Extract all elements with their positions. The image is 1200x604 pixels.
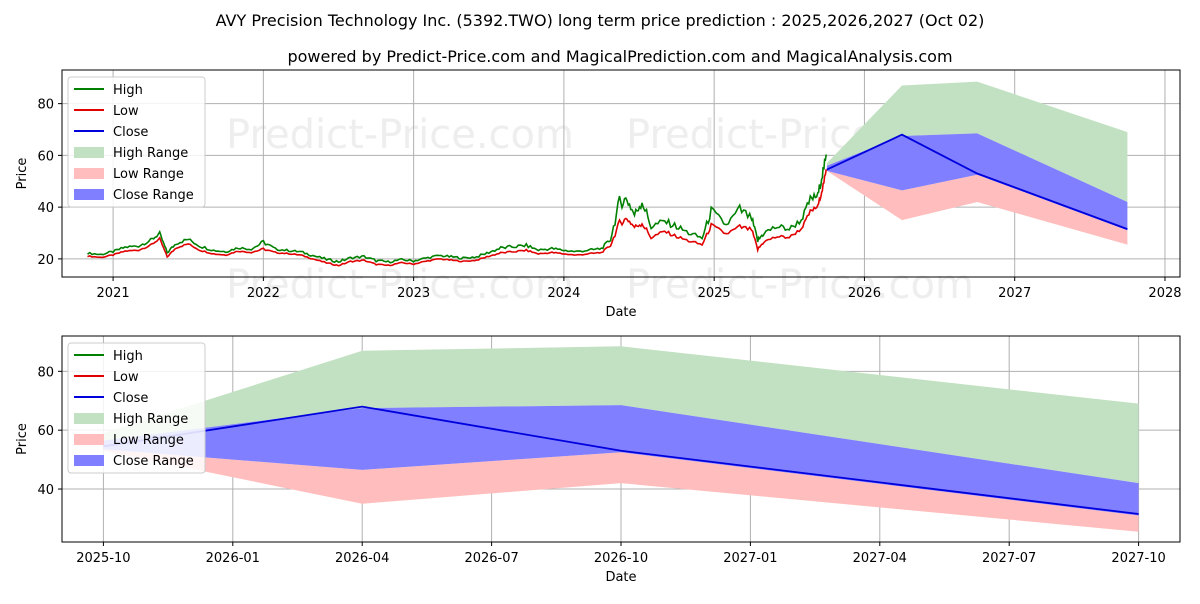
watermark-text: Predict-Price.com xyxy=(626,262,974,308)
legend-label: Low Range xyxy=(113,167,184,182)
y-tick-label: 60 xyxy=(37,149,54,164)
y-tick-label: 80 xyxy=(37,365,54,380)
x-tick-label: 2022 xyxy=(247,286,280,301)
legend-swatch-patch xyxy=(74,147,104,158)
low-range-band xyxy=(103,449,1139,532)
legend-swatch-patch xyxy=(74,189,104,200)
legend-label: Close Range xyxy=(113,454,194,469)
panel-2: Predict-Price.comPredict-Price.com2025-1… xyxy=(15,335,1181,585)
x-tick-label: 2027-01 xyxy=(723,551,777,566)
legend-swatch-patch xyxy=(74,455,104,466)
low-series-line xyxy=(87,168,828,267)
legend-label: High xyxy=(113,83,143,98)
x-tick-label: 2027 xyxy=(998,286,1031,301)
x-axis-label: Date xyxy=(605,570,636,585)
y-tick-label: 20 xyxy=(37,253,54,268)
x-tick-label: 2024 xyxy=(547,286,580,301)
y-tick-label: 40 xyxy=(37,201,54,216)
y-tick-label: 60 xyxy=(37,424,54,439)
x-tick-label: 2027-10 xyxy=(1111,551,1165,566)
legend-label: Low xyxy=(113,370,139,385)
legend-label: High xyxy=(113,349,143,364)
panel-1: Predict-Price.com Predict-Price.com Predic… xyxy=(15,69,1182,320)
close-range-band xyxy=(826,133,1128,231)
axes-frame xyxy=(61,69,1181,278)
x-tick-label: 2027-04 xyxy=(853,551,907,566)
x-tick-label: 2026-10 xyxy=(594,551,648,566)
low-range-band xyxy=(826,170,1128,245)
legend-label: High Range xyxy=(113,412,188,427)
x-tick-label: 2026-04 xyxy=(335,551,389,566)
chart-subtitle: powered by Predict-Price.com and Magical… xyxy=(287,47,952,66)
y-axis-label: Price xyxy=(15,158,30,190)
legend-label: High Range xyxy=(113,146,188,161)
x-tick-label: 2026-01 xyxy=(206,551,260,566)
high-range-band xyxy=(826,81,1128,202)
x-tick-label: 2021 xyxy=(97,286,130,301)
x-tick-label: 2025 xyxy=(698,286,731,301)
close-forecast-line xyxy=(826,133,1128,230)
y-tick-label: 40 xyxy=(37,483,54,498)
legend-swatch-patch xyxy=(74,168,104,179)
close-range-band xyxy=(103,405,1139,516)
x-tick-label: 2026-07 xyxy=(464,551,518,566)
y-axis-label: Price xyxy=(15,423,30,455)
legend-swatch-patch xyxy=(74,434,104,445)
legend-label: Low Range xyxy=(113,433,184,448)
x-tick-label: 2025-10 xyxy=(76,551,130,566)
x-tick-label: 2023 xyxy=(397,286,430,301)
legend-swatch-patch xyxy=(74,413,104,424)
legend: High Low Close High Range Low Range Close Ran… xyxy=(67,76,206,208)
plot-area xyxy=(87,81,1128,267)
watermark-text: Predict-Price.com xyxy=(226,112,574,158)
watermark-text: Predict-Price.com xyxy=(226,262,574,308)
y-tick-label: 80 xyxy=(37,98,54,113)
x-tick-label: 2027-07 xyxy=(982,551,1036,566)
x-tick-label: 2028 xyxy=(1148,286,1181,301)
x-axis-label: Date xyxy=(605,305,636,320)
chart-title: AVY Precision Technology Inc. (5392.TWO)… xyxy=(216,11,985,30)
legend-label: Close xyxy=(113,391,148,406)
high-range-band xyxy=(103,346,1139,484)
legend: High Low Close High Range Low Range Close Ran… xyxy=(67,342,206,474)
high-series-line xyxy=(87,154,827,264)
x-tick-label: 2026 xyxy=(848,286,881,301)
legend-label: Close Range xyxy=(113,188,194,203)
legend-label: Close xyxy=(113,125,148,140)
plot-area xyxy=(103,346,1139,532)
close-forecast-line xyxy=(103,405,1139,515)
legend-label: Low xyxy=(113,104,139,119)
